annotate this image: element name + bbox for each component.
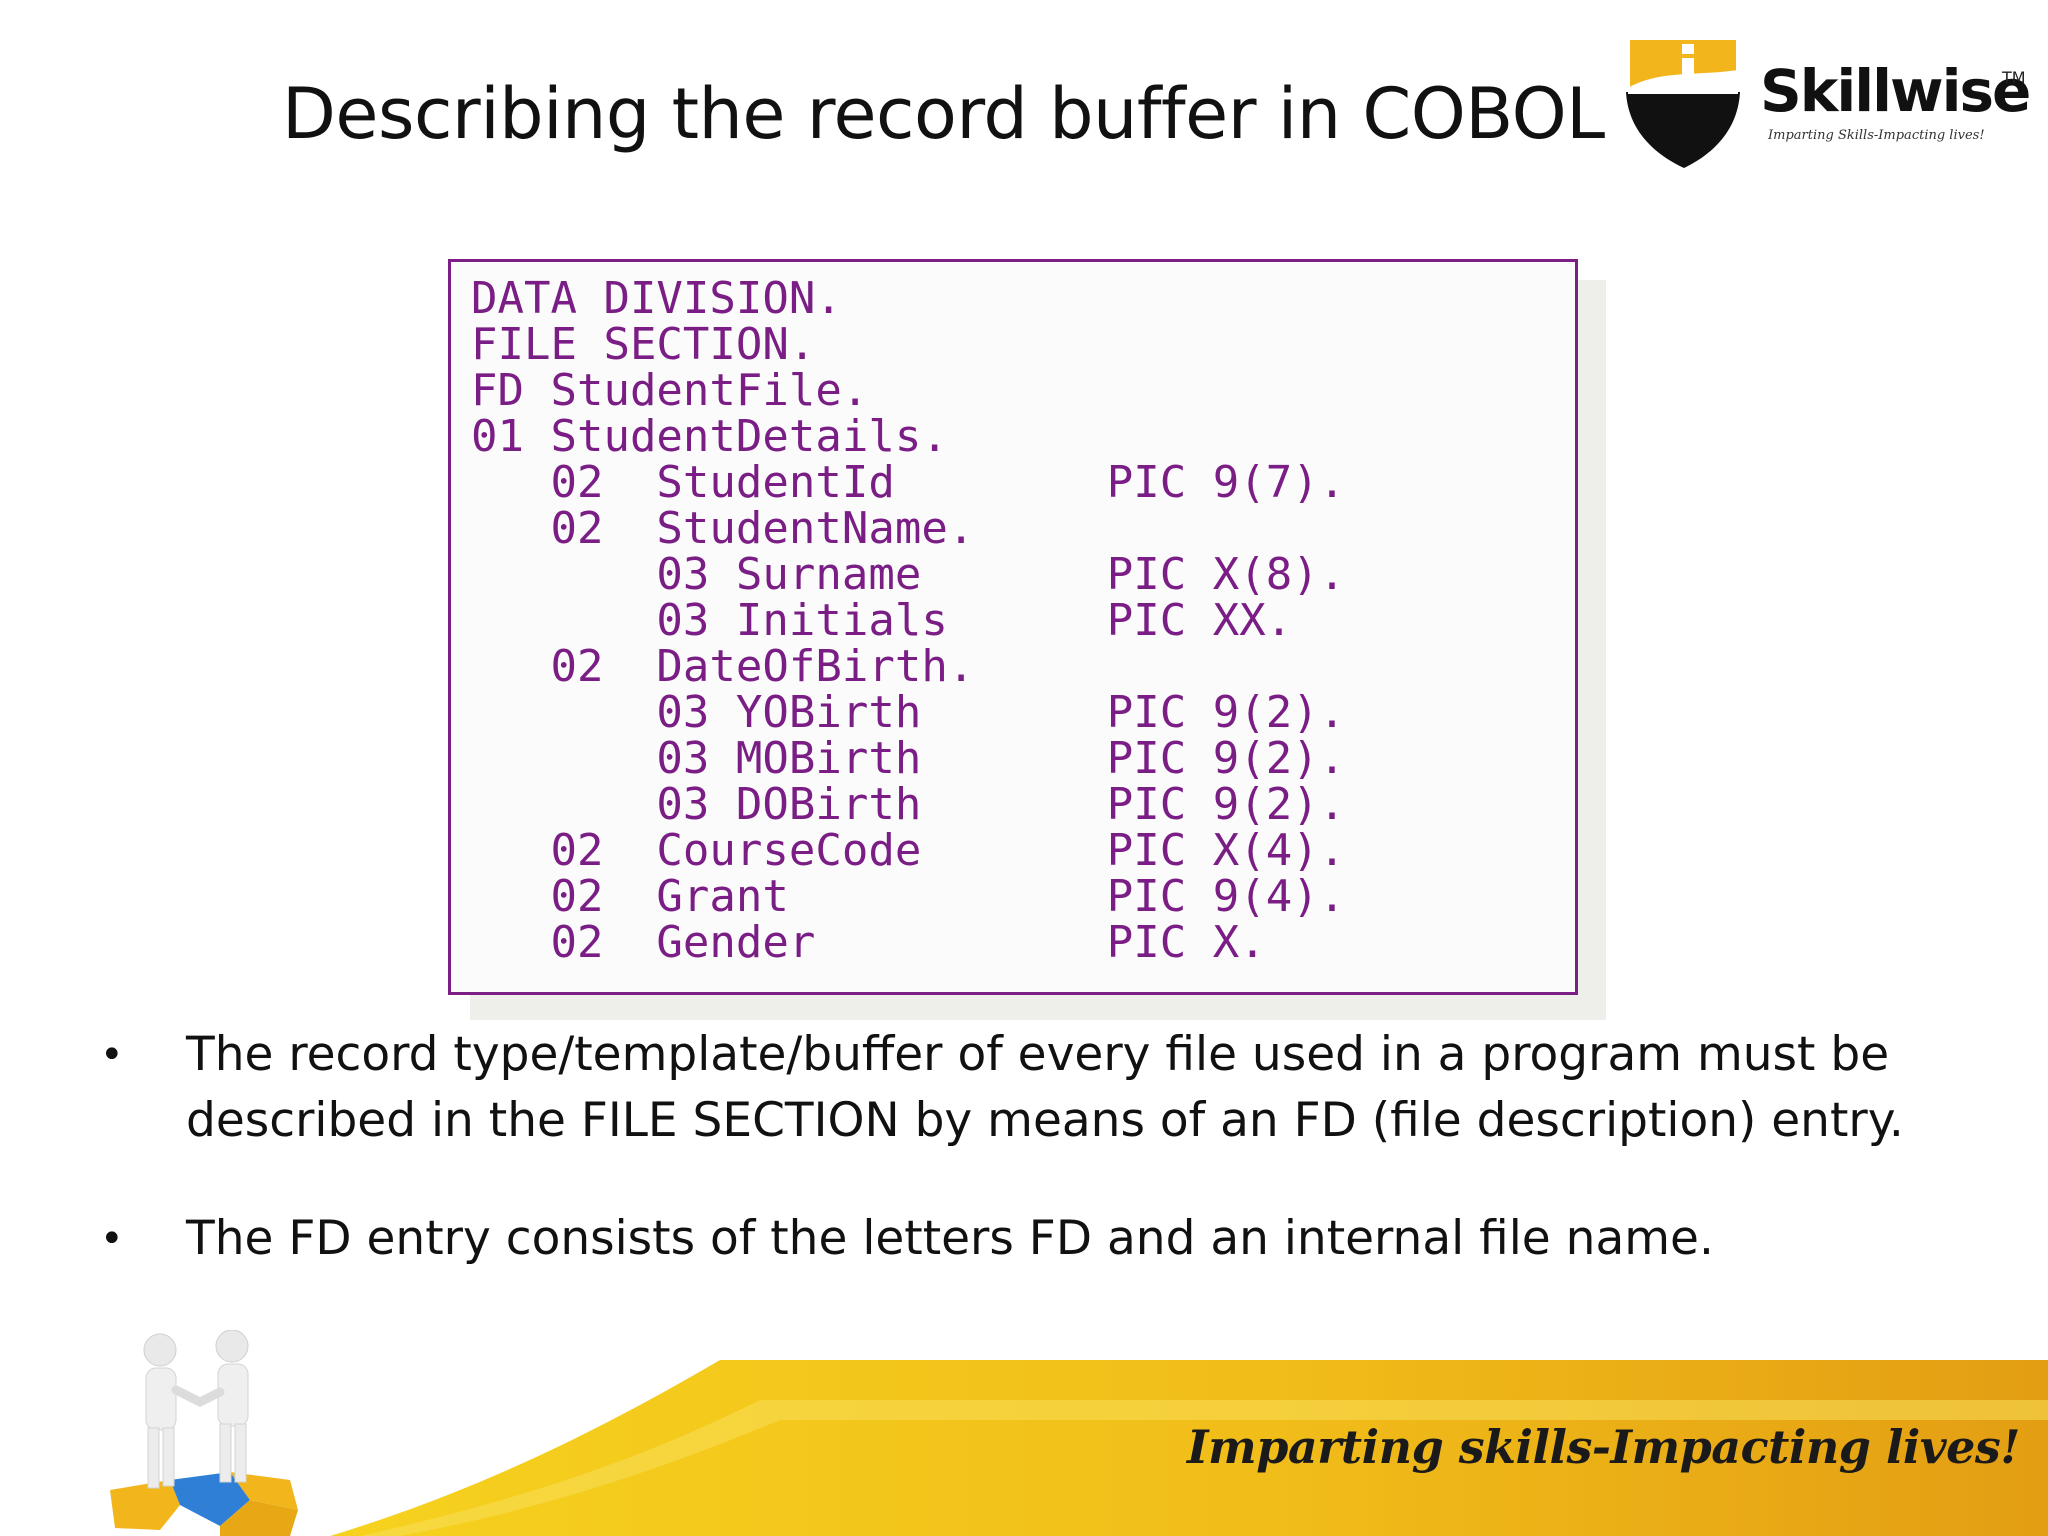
- bullet-marker: •: [100, 1032, 124, 1078]
- bullet-list: • The record type/template/buffer of eve…: [100, 1022, 1980, 1272]
- brand-tagline: Imparting Skills-Impacting lives!: [1768, 128, 1985, 143]
- code-line: 03 Surname PIC X(8).: [471, 549, 1346, 600]
- handshake-puzzle-illustration: [100, 1329, 320, 1536]
- footer-banner: Imparting skills-Impacting lives!: [0, 1340, 2048, 1536]
- code-line: 03 Initials PIC XX.: [471, 595, 1293, 646]
- code-line: 02 StudentId PIC 9(7).: [471, 457, 1346, 508]
- code-line: 02 CourseCode PIC X(4).: [471, 825, 1346, 876]
- code-line: FILE SECTION.: [471, 319, 816, 370]
- code-box: DATA DIVISION. FILE SECTION. FD StudentF…: [448, 259, 1578, 995]
- shield-icon: [1626, 40, 1740, 168]
- bullet-text: The FD entry consists of the letters FD …: [186, 1211, 1714, 1266]
- bullet-item: • The FD entry consists of the letters F…: [100, 1206, 1980, 1272]
- code-line: 02 Grant PIC 9(4).: [471, 871, 1346, 922]
- code-line: 03 DOBirth PIC 9(2).: [471, 779, 1346, 830]
- code-line: 02 StudentName.: [471, 503, 975, 554]
- code-line: DATA DIVISION.: [471, 273, 842, 324]
- bullet-marker: •: [100, 1216, 124, 1262]
- footer-wave: [330, 1360, 2048, 1536]
- skillwise-logo: Skillwise TM Imparting Skills-Impacting …: [1618, 30, 2031, 172]
- code-line: 01 StudentDetails.: [471, 411, 948, 462]
- code-line: 03 MOBirth PIC 9(2).: [471, 733, 1346, 784]
- trademark: TM: [2002, 68, 2026, 87]
- code-line: 02 Gender PIC X.: [471, 917, 1266, 968]
- code-line: 03 YOBirth PIC 9(2).: [471, 687, 1346, 738]
- bullet-text: The record type/template/buffer of every…: [186, 1027, 1904, 1148]
- bullet-item: • The record type/template/buffer of eve…: [100, 1022, 1980, 1154]
- code-line: 02 DateOfBirth.: [471, 641, 975, 692]
- brand-name: Skillwise: [1760, 57, 2031, 125]
- code-line: FD StudentFile.: [471, 365, 869, 416]
- slide-title: Describing the record buffer in COBOL: [282, 73, 1605, 155]
- footer-tagline: Imparting skills-Impacting lives!: [1187, 1420, 2020, 1474]
